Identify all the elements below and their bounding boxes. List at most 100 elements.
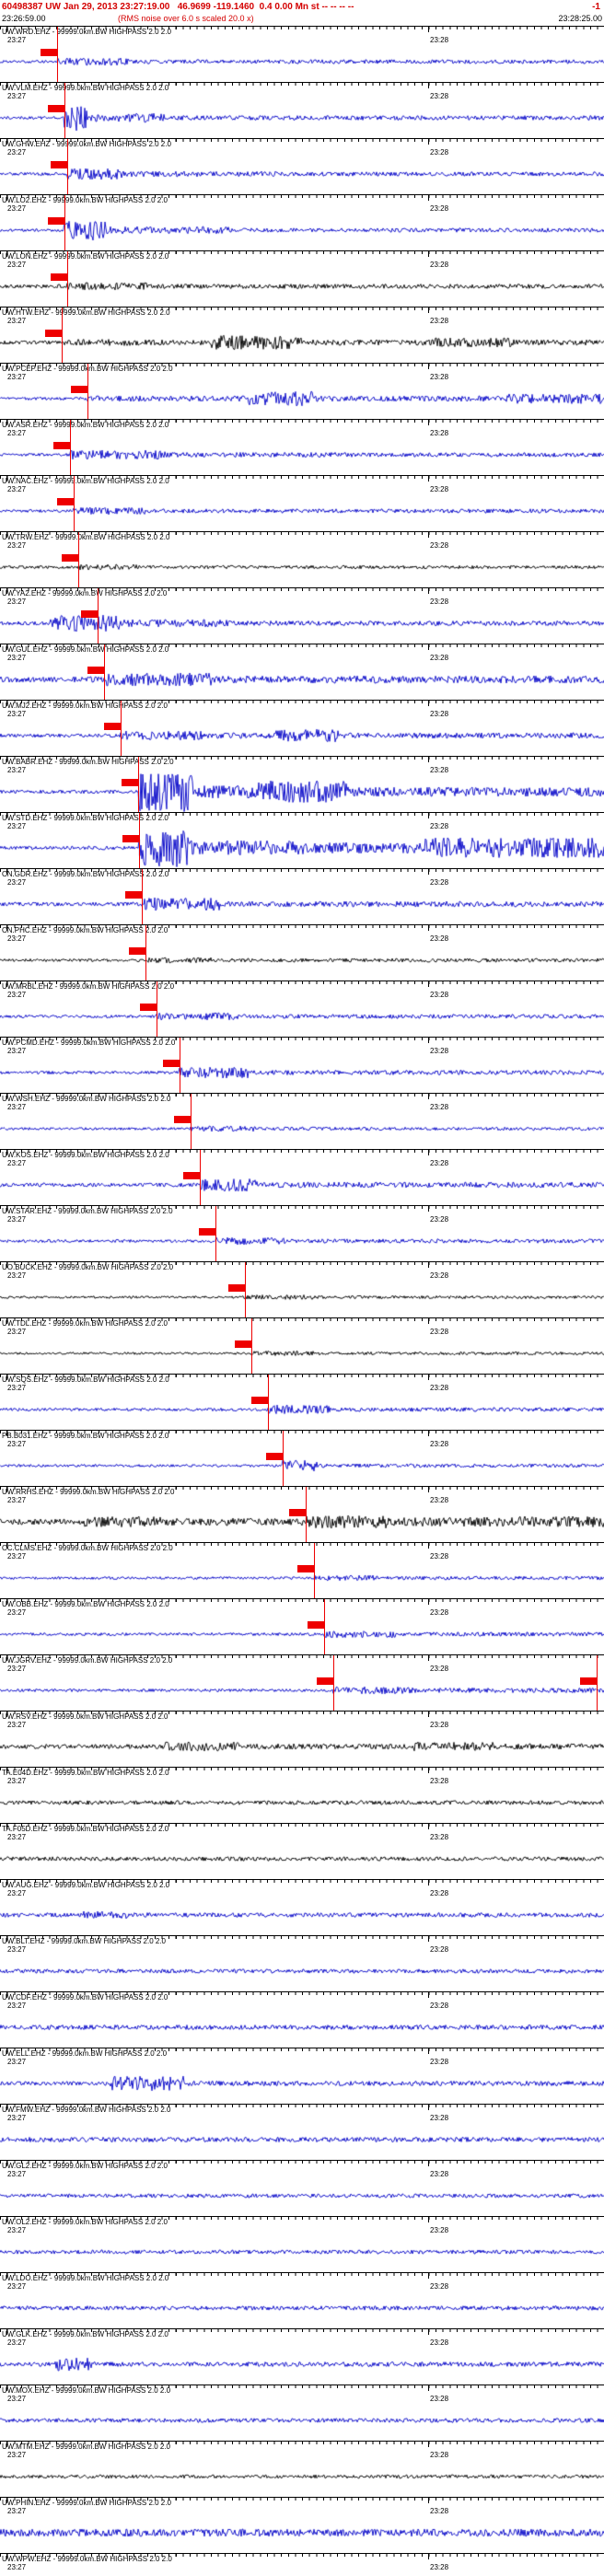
pick-line[interactable] bbox=[200, 1150, 201, 1205]
trace-row-UW.TDL.EHZ[interactable]: UW.TDL.EHZ - 99999.0km.BW HIGHPASS 2.0 2… bbox=[0, 1317, 604, 1374]
pick-line[interactable] bbox=[104, 644, 105, 700]
pick-line[interactable] bbox=[191, 1094, 192, 1149]
trace-row-UW.ASR.EHZ[interactable]: UW.ASR.EHZ - 99999.0km.BW HIGHPASS 2.0 2… bbox=[0, 419, 604, 475]
waveform-canvas[interactable] bbox=[0, 772, 604, 812]
trace-row-UW.OBB.EHZ[interactable]: UW.OBB.EHZ - 99999.0km.BW HIGHPASS 2.0 2… bbox=[0, 1598, 604, 1654]
trace-row-CC.CLMS.EHZ[interactable]: CC.CLMS.EHZ - 99999.0km.BW HIGHPASS 2.0 … bbox=[0, 1542, 604, 1598]
pick-line[interactable] bbox=[245, 1262, 246, 1317]
pick-flag[interactable] bbox=[122, 835, 139, 842]
trace-row-UW.GHW.EHZ[interactable]: UW.GHW.EHZ - 99999.0km.BW HIGHPASS 2.0 2… bbox=[0, 138, 604, 194]
pick-line[interactable] bbox=[283, 1431, 284, 1486]
trace-row-UW.PCEP.EHZ[interactable]: UW.PCEP.EHZ - 99999.0km.BW HIGHPASS 2.0 … bbox=[0, 363, 604, 419]
pick-flag[interactable] bbox=[235, 1340, 251, 1348]
pick-flag[interactable] bbox=[45, 330, 62, 337]
trace-row-TA.E04D.EHZ[interactable]: TA.E04D.EHZ - 99999.0km.BW HIGHPASS 2.0 … bbox=[0, 1767, 604, 1823]
waveform-canvas[interactable] bbox=[0, 210, 604, 250]
waveform-canvas[interactable] bbox=[0, 435, 604, 475]
waveform-canvas[interactable] bbox=[0, 1165, 604, 1205]
trace-row-UW.BABR.EHZ[interactable]: UW.BABR.EHZ - 99999.0km.BW HIGHPASS 2.0 … bbox=[0, 756, 604, 812]
trace-row-UW.FMW.EHZ[interactable]: UW.FMW.EHZ - 99999.0km.BW HIGHPASS 2.0 2… bbox=[0, 2104, 604, 2160]
waveform-canvas[interactable] bbox=[0, 1839, 604, 1879]
waveform-canvas[interactable] bbox=[0, 378, 604, 419]
pick-line[interactable] bbox=[67, 251, 68, 307]
pick-flag[interactable] bbox=[266, 1453, 283, 1460]
trace-row-UW.CDF.EHZ[interactable]: UW.CDF.EHZ - 99999.0km.BW HIGHPASS 2.0 2… bbox=[0, 1991, 604, 2048]
waveform-canvas[interactable] bbox=[0, 1445, 604, 1486]
pick-line[interactable] bbox=[251, 1318, 252, 1374]
pick-flag[interactable] bbox=[183, 1172, 200, 1179]
pick-flag[interactable] bbox=[71, 386, 87, 393]
waveform-canvas[interactable] bbox=[0, 1502, 604, 1542]
pick-flag[interactable] bbox=[122, 779, 138, 786]
waveform-canvas[interactable] bbox=[0, 2119, 604, 2160]
trace-row-UW.GUL.EHZ[interactable]: UW.GUL.EHZ - 99999.0km.BW HIGHPASS 2.0 2… bbox=[0, 644, 604, 700]
trace-row-UW.TRW.EHZ[interactable]: UW.TRW.EHZ - 99999.0km.BW HIGHPASS 2.0 2… bbox=[0, 531, 604, 587]
pick-flag[interactable] bbox=[62, 554, 78, 562]
waveform-canvas[interactable] bbox=[0, 940, 604, 981]
pick-flag[interactable] bbox=[53, 442, 70, 449]
waveform-canvas[interactable] bbox=[0, 1221, 604, 1261]
waveform-canvas[interactable] bbox=[0, 1052, 604, 1093]
waveform-canvas[interactable] bbox=[0, 659, 604, 700]
trace-row-CN.GDR.EHZ[interactable]: CN.GDR.EHZ - 99999.0km.BW HIGHPASS 2.0 2… bbox=[0, 868, 604, 924]
pick-line[interactable] bbox=[64, 83, 65, 138]
waveform-canvas[interactable] bbox=[0, 884, 604, 924]
trace-row-UW.GL2.EHZ[interactable]: UW.GL2.EHZ - 99999.0km.BW HIGHPASS 2.0 2… bbox=[0, 2160, 604, 2216]
trace-row-UW.BLT.EHZ[interactable]: UW.BLT.EHZ - 99999.0km.BW HIGHPASS 2.0 2… bbox=[0, 1935, 604, 1991]
trace-row-UW.YA2.EHZ[interactable]: UW.YA2.EHZ - 99999.0km.BW HIGHPASS 2.0 2… bbox=[0, 587, 604, 644]
waveform-canvas[interactable] bbox=[0, 322, 604, 363]
pick-line[interactable] bbox=[57, 27, 58, 82]
waveform-canvas[interactable] bbox=[0, 996, 604, 1037]
pick-line[interactable] bbox=[74, 476, 75, 531]
pick-flag[interactable] bbox=[174, 1116, 191, 1123]
trace-row-UW.MTM.EHZ[interactable]: UW.MTM.EHZ - 99999.0km.BW HIGHPASS 2.0 2… bbox=[0, 2441, 604, 2497]
pick-line[interactable] bbox=[145, 925, 146, 981]
waveform-canvas[interactable] bbox=[0, 154, 604, 194]
trace-row-UW.MJ2.EHZ[interactable]: UW.MJ2.EHZ - 99999.0km.BW HIGHPASS 2.0 2… bbox=[0, 700, 604, 756]
waveform-canvas[interactable] bbox=[0, 1895, 604, 1935]
trace-row-UW.GLK.EHZ[interactable]: UW.GLK.EHZ - 99999.0km.BW HIGHPASS 2.0 2… bbox=[0, 2328, 604, 2385]
waveform-canvas[interactable] bbox=[0, 1333, 604, 1374]
waveform-canvas[interactable] bbox=[0, 266, 604, 307]
pick-flag[interactable] bbox=[289, 1509, 306, 1516]
pick-line[interactable] bbox=[324, 1599, 325, 1654]
trace-row-UW.MOX.EHZ[interactable]: UW.MOX.EHZ - 99999.0km.BW HIGHPASS 2.0 2… bbox=[0, 2385, 604, 2441]
pick-flag[interactable] bbox=[228, 1284, 245, 1292]
trace-row-UW.VLM.EHZ[interactable]: UW.VLM.EHZ - 99999.0km.BW HIGHPASS 2.0 2… bbox=[0, 82, 604, 138]
waveform-canvas[interactable] bbox=[0, 2007, 604, 2048]
trace-row-UW.LO2.EHZ[interactable]: UW.LO2.EHZ - 99999.0km.BW HIGHPASS 2.0 2… bbox=[0, 194, 604, 250]
trace-row-UW.MRBL.EHZ[interactable]: UW.MRBL.EHZ - 99999.0km.BW HIGHPASS 2.0 … bbox=[0, 981, 604, 1037]
trace-row-UW.STAR.EHZ[interactable]: UW.STAR.EHZ - 99999.0km.BW HIGHPASS 2.0 … bbox=[0, 1205, 604, 1261]
trace-row-UW.WRD.EHZ[interactable]: UW.WRD.EHZ - 99999.0km.BW HIGHPASS 2.0 2… bbox=[0, 26, 604, 82]
waveform-canvas[interactable] bbox=[0, 603, 604, 644]
pick-flag[interactable] bbox=[48, 217, 64, 225]
pick-flag[interactable] bbox=[87, 667, 104, 674]
pick-flag[interactable] bbox=[308, 1621, 324, 1629]
pick-flag[interactable] bbox=[57, 498, 74, 505]
pick-line[interactable] bbox=[70, 420, 71, 475]
pick-line[interactable] bbox=[139, 813, 140, 868]
trace-row-UW.RRHS.EHZ[interactable]: UW.RRHS.EHZ - 99999.0km.BW HIGHPASS 2.0 … bbox=[0, 1486, 604, 1542]
trace-row-UW.NAC.EHZ[interactable]: UW.NAC.EHZ - 99999.0km.BW HIGHPASS 2.0 2… bbox=[0, 475, 604, 531]
trace-row-UW.WSH.EHZ[interactable]: UW.WSH.EHZ - 99999.0km.BW HIGHPASS 2.0 2… bbox=[0, 1093, 604, 1149]
trace-row-UW.KOS.EHZ[interactable]: UW.KOS.EHZ - 99999.0km.BW HIGHPASS 2.0 2… bbox=[0, 1149, 604, 1205]
pick-flag[interactable] bbox=[297, 1565, 314, 1572]
waveform-canvas[interactable] bbox=[0, 715, 604, 756]
trace-row-UW.LON.EHZ[interactable]: UW.LON.EHZ - 99999.0km.BW HIGHPASS 2.0 2… bbox=[0, 250, 604, 307]
waveform-canvas[interactable] bbox=[0, 1951, 604, 1991]
trace-row-UW.STD.EHZ[interactable]: UW.STD.EHZ - 99999.0km.BW HIGHPASS 2.0 2… bbox=[0, 812, 604, 868]
pick-line[interactable] bbox=[64, 195, 65, 250]
trace-row-UW.WPW.EHZ[interactable]: UW.WPW.EHZ - 99999.0km.BW HIGHPASS 2.0 2… bbox=[0, 2553, 604, 2576]
pick-line[interactable] bbox=[62, 307, 63, 363]
waveform-canvas[interactable] bbox=[0, 2288, 604, 2328]
pick-line[interactable] bbox=[121, 701, 122, 756]
trace-row-UW.AUG.EHZ[interactable]: UW.AUG.EHZ - 99999.0km.BW HIGHPASS 2.0 2… bbox=[0, 1879, 604, 1935]
waveform-canvas[interactable] bbox=[0, 1108, 604, 1149]
waveform-canvas[interactable] bbox=[0, 1277, 604, 1317]
pick-flag[interactable] bbox=[140, 1004, 157, 1011]
trace-row-PB.B031.EHZ[interactable]: PB.B031.EHZ - 99999.0km.BW HIGHPASS 2.0 … bbox=[0, 1430, 604, 1486]
trace-row-UW.RSV.EHZ[interactable]: UW.RSV.EHZ - 99999.0km.BW HIGHPASS 2.0 2… bbox=[0, 1711, 604, 1767]
pick-flag[interactable] bbox=[317, 1677, 333, 1685]
waveform-canvas[interactable] bbox=[0, 1726, 604, 1767]
trace-row-CN.PHC.EHZ[interactable]: CN.PHC.EHZ - 99999.0km.BW HIGHPASS 2.0 2… bbox=[0, 924, 604, 981]
